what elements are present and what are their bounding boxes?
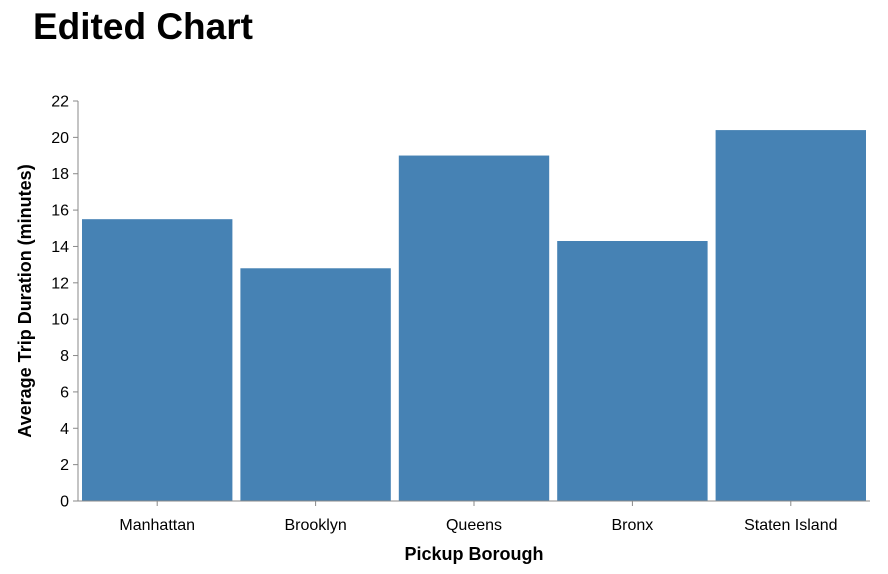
x-axis-title: Pickup Borough <box>405 544 544 564</box>
y-tick-label: 4 <box>60 421 69 438</box>
x-tick-label: Queens <box>446 517 502 534</box>
x-tick-label: Staten Island <box>744 517 837 534</box>
y-tick-label: 10 <box>51 312 69 329</box>
y-tick-label: 12 <box>51 275 69 292</box>
y-tick-label: 14 <box>51 239 69 256</box>
x-axis: Manhattan Brooklyn Queens Bronx Staten Islan… <box>78 500 870 534</box>
y-axis-title: Average Trip Duration (minutes) <box>15 164 35 437</box>
bar-manhattan <box>82 219 233 501</box>
chart-title: Edited Chart <box>33 6 253 47</box>
bars-group <box>82 130 866 501</box>
y-tick-label: 16 <box>51 203 69 220</box>
x-tick-label: Brooklyn <box>284 517 346 534</box>
bar-bronx <box>557 241 708 501</box>
y-axis: 0 2 4 6 8 10 12 14 16 18 20 22 <box>51 94 79 511</box>
y-tick-label: 8 <box>60 348 69 365</box>
x-tick-label: Manhattan <box>119 517 195 534</box>
bar-brooklyn <box>240 268 391 501</box>
y-tick-label: 18 <box>51 166 69 183</box>
y-tick-label: 22 <box>51 94 69 111</box>
y-tick-label: 6 <box>60 384 69 401</box>
bar-staten-island <box>715 130 866 501</box>
y-tick-label: 0 <box>60 494 69 511</box>
y-tick-label: 20 <box>51 130 69 147</box>
x-tick-label: Bronx <box>612 517 654 534</box>
y-tick-label: 2 <box>60 457 69 474</box>
bar-queens <box>398 155 550 501</box>
